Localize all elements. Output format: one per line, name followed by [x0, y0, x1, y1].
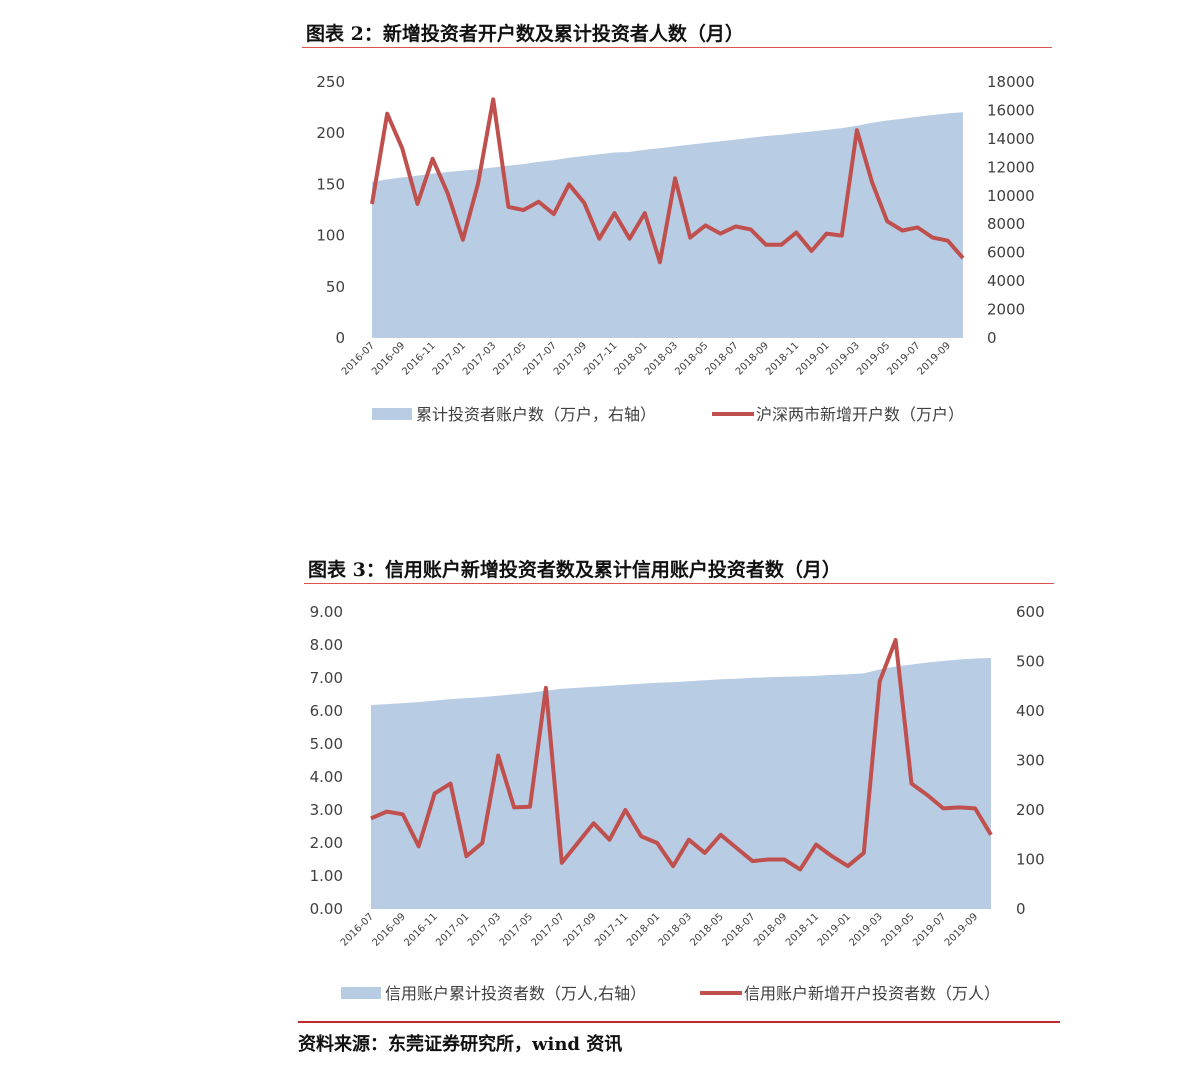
- right-tick-label: 16000: [987, 101, 1035, 119]
- legend-area-swatch: [372, 408, 412, 420]
- x-tick-label: 2016-07: [339, 911, 376, 948]
- left-tick-label: 5.00: [310, 735, 343, 753]
- x-tick-label: 2019-07: [911, 911, 948, 948]
- x-tick-label: 2019-09: [943, 911, 980, 948]
- x-tick-label: 2017-05: [498, 911, 535, 948]
- x-tick-label: 2017-11: [593, 911, 630, 948]
- right-tick-label: 600: [1016, 603, 1045, 621]
- legend-area-label: 累计投资者账户数（万户，右轴）: [416, 405, 656, 424]
- chart2-title: 图表 3：信用账户新增投资者数及累计信用账户投资者数（月）: [308, 559, 841, 581]
- right-tick-label: 12000: [987, 158, 1035, 176]
- left-tick-label: 3.00: [310, 801, 343, 819]
- chart1-title: 图表 2：新增投资者开户数及累计投资者人数（月）: [306, 23, 744, 45]
- right-tick-label: 18000: [987, 73, 1035, 91]
- x-tick-label: 2018-05: [689, 911, 726, 948]
- left-tick-label: 7.00: [310, 669, 343, 687]
- left-tick-label: 1.00: [310, 867, 343, 885]
- x-tick-label: 2017-03: [466, 911, 503, 948]
- legend-line-label: 沪深两市新增开户数（万户）: [756, 405, 964, 424]
- left-tick-label: 50: [326, 278, 345, 296]
- source-rule: [298, 1021, 1060, 1023]
- left-tick-label: 0.00: [310, 900, 343, 918]
- x-tick-label: 2016-09: [371, 911, 408, 948]
- right-tick-label: 200: [1016, 801, 1045, 819]
- x-tick-label: 2019-01: [816, 911, 853, 948]
- x-tick-label: 2019-05: [879, 911, 916, 948]
- x-tick-label: 2017-07: [530, 911, 567, 948]
- right-tick-label: 0: [987, 329, 997, 347]
- legend-line-label: 信用账户新增开户投资者数（万人）: [744, 984, 1000, 1003]
- left-tick-label: 8.00: [310, 636, 343, 654]
- line-series: [370, 638, 993, 872]
- right-tick-label: 8000: [987, 215, 1025, 233]
- left-tick-label: 100: [316, 227, 345, 245]
- x-tick-label: 2019-03: [848, 911, 885, 948]
- x-tick-label: 2018-03: [657, 911, 694, 948]
- left-tick-label: 200: [316, 124, 345, 142]
- right-tick-label: 4000: [987, 272, 1025, 290]
- x-tick-label: 2016-11: [402, 911, 439, 948]
- x-tick-label: 2018-11: [784, 911, 821, 948]
- chart1-title-rule: [302, 47, 1052, 48]
- right-tick-label: 14000: [987, 130, 1035, 148]
- chart2-title-rule: [304, 583, 1054, 584]
- legend-area-swatch: [341, 987, 381, 999]
- right-tick-label: 10000: [987, 187, 1035, 205]
- left-tick-label: 250: [316, 73, 345, 91]
- x-tick-label: 2017-09: [561, 911, 598, 948]
- left-tick-label: 9.00: [310, 603, 343, 621]
- right-tick-label: 0: [1016, 900, 1026, 918]
- right-tick-label: 500: [1016, 653, 1045, 671]
- left-tick-label: 4.00: [310, 768, 343, 786]
- source-note: 资料来源：东莞证券研究所，wind 资讯: [298, 1034, 623, 1055]
- line-series: [370, 97, 965, 265]
- chart1: 0 50 100 150 200 250 0 2000 4000 6000 8000 10000 120…: [316, 73, 1035, 424]
- left-tick-label: 6.00: [310, 702, 343, 720]
- right-tick-label: 400: [1016, 702, 1045, 720]
- right-tick-label: 300: [1016, 752, 1045, 770]
- left-tick-label: 150: [316, 175, 345, 193]
- right-tick-label: 2000: [987, 301, 1025, 319]
- x-tick-label: 2018-09: [752, 911, 789, 948]
- x-tick-label: 2017-01: [434, 911, 471, 948]
- x-tick-label: 2018-07: [720, 911, 757, 948]
- right-tick-label: 100: [1016, 851, 1045, 869]
- area-series: [371, 658, 991, 909]
- x-tick-label: 2018-01: [625, 911, 662, 948]
- right-tick-label: 6000: [987, 244, 1025, 262]
- left-tick-label: 2.00: [310, 834, 343, 852]
- legend-area-label: 信用账户累计投资者数（万人,右轴）: [385, 984, 646, 1003]
- left-tick-label: 0: [335, 329, 345, 347]
